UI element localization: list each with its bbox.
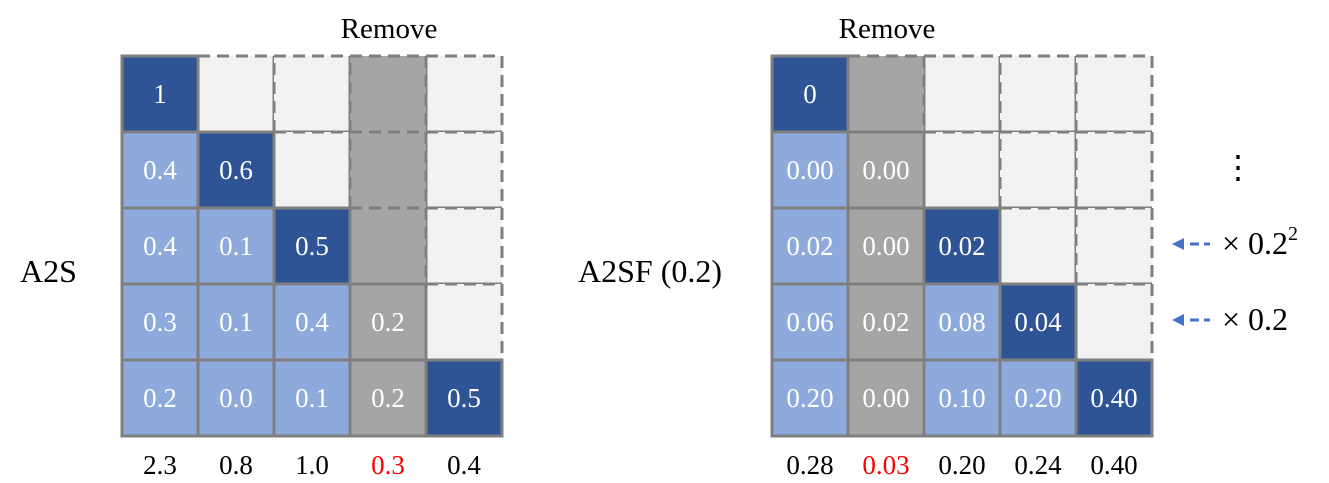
cell-value: 0.1 bbox=[295, 383, 329, 413]
left-row-label: A2S bbox=[20, 253, 77, 289]
cell-value: 0.02 bbox=[862, 307, 909, 337]
column-sum-removed: 0.03 bbox=[862, 450, 909, 480]
cell-value: 0.1 bbox=[219, 307, 253, 337]
cell-value: 0.3 bbox=[143, 307, 177, 337]
removed-cell bbox=[846, 282, 926, 362]
cell-value: 0.04 bbox=[1014, 307, 1062, 337]
left-matrix: 1 0.4 0.6 0.4 0.1 0.5 0.3 0.1 0.4 0.2 0.2 0.0 0.1 0.2… bbox=[120, 54, 504, 438]
cell-value: 1 bbox=[153, 79, 167, 109]
cell-value: 0.0 bbox=[219, 383, 253, 413]
empty-cell bbox=[922, 54, 1002, 134]
score-cell bbox=[196, 282, 276, 362]
left-column-sums: 2.3 0.8 1.0 0.3 0.4 bbox=[143, 450, 481, 480]
right-row-label: A2SF (0.2) bbox=[578, 253, 722, 289]
cell-value: 0.4 bbox=[143, 231, 177, 261]
column-sum: 0.8 bbox=[219, 450, 253, 480]
cell-value: 0.00 bbox=[786, 155, 833, 185]
cell-value: 0.10 bbox=[938, 383, 985, 413]
removed-cell bbox=[348, 358, 428, 438]
empty-cell bbox=[998, 54, 1078, 134]
empty-cell bbox=[424, 54, 504, 134]
empty-cell bbox=[922, 130, 1002, 210]
cell-value: 0.40 bbox=[1090, 383, 1137, 413]
empty-cell bbox=[1074, 206, 1154, 286]
empty-cell bbox=[196, 54, 276, 134]
score-cell bbox=[770, 130, 850, 210]
empty-cell bbox=[1074, 282, 1154, 362]
empty-cell bbox=[424, 130, 504, 210]
cell-value: 0.20 bbox=[1014, 383, 1061, 413]
removed-column-upper bbox=[846, 54, 926, 134]
cell-value: 0.02 bbox=[786, 231, 833, 261]
score-cell bbox=[998, 358, 1078, 438]
empty-cell bbox=[424, 206, 504, 286]
cell-value: 0.5 bbox=[447, 383, 481, 413]
arrow-head-icon bbox=[1172, 314, 1184, 326]
cell-value: 0.00 bbox=[862, 383, 909, 413]
score-cell bbox=[770, 282, 850, 362]
empty-cell bbox=[1074, 54, 1154, 134]
removed-cell bbox=[846, 358, 926, 438]
cell-value: 0.2 bbox=[143, 383, 177, 413]
cell-value: 0.4 bbox=[295, 307, 329, 337]
column-sum: 1.0 bbox=[295, 450, 329, 480]
left-remove-label: Remove bbox=[341, 13, 438, 45]
empty-cell bbox=[272, 130, 352, 210]
diagonal-cell bbox=[272, 206, 352, 286]
removed-cell bbox=[846, 206, 926, 286]
empty-cell bbox=[998, 206, 1078, 286]
cell-value: 0.4 bbox=[143, 155, 177, 185]
empty-cell bbox=[272, 54, 352, 134]
decay-factor-squared: × 0.22 bbox=[1222, 223, 1298, 261]
cell-value: 0.06 bbox=[786, 307, 833, 337]
decay-arrow: × 0.2 bbox=[1172, 301, 1288, 337]
cell-value: 0.00 bbox=[862, 155, 909, 185]
empty-cell bbox=[424, 282, 504, 362]
vertical-ellipsis: ⋮ bbox=[1222, 149, 1254, 185]
cell-value: 0.2 bbox=[371, 383, 405, 413]
column-sum: 0.28 bbox=[786, 450, 833, 480]
diagonal-cell bbox=[424, 358, 504, 438]
empty-cell bbox=[998, 130, 1078, 210]
decay-factor: × 0.2 bbox=[1222, 301, 1288, 337]
right-column-sums: 0.28 0.03 0.20 0.24 0.40 bbox=[786, 450, 1137, 480]
score-cell bbox=[922, 358, 1002, 438]
empty-cell bbox=[1074, 130, 1154, 210]
cell-value: 0.20 bbox=[786, 383, 833, 413]
cell-value: 0.6 bbox=[219, 155, 253, 185]
decay-arrow-squared: × 0.22 bbox=[1172, 223, 1298, 261]
right-remove-label: Remove bbox=[839, 13, 936, 45]
diagonal-cell bbox=[770, 54, 850, 134]
removed-column-upper bbox=[348, 54, 428, 286]
column-sum: 2.3 bbox=[143, 450, 177, 480]
column-sum-removed: 0.3 bbox=[371, 450, 405, 480]
cell-value: 0.02 bbox=[938, 231, 985, 261]
removed-cell bbox=[348, 282, 428, 362]
column-sum: 0.4 bbox=[447, 450, 481, 480]
column-sum: 0.24 bbox=[1014, 450, 1062, 480]
column-sum: 0.40 bbox=[1090, 450, 1137, 480]
score-cell bbox=[770, 358, 850, 438]
diagonal-cell bbox=[1074, 358, 1154, 438]
cell-value: 0.00 bbox=[862, 231, 909, 261]
right-matrix: 0 0.00 0.00 0.02 0.00 0.02 0.06 0.02 0.08 0.04 0.2… bbox=[770, 54, 1154, 438]
cell-value: 0 bbox=[803, 79, 817, 109]
cell-value: 0.5 bbox=[295, 231, 329, 261]
score-cell bbox=[196, 358, 276, 438]
column-sum: 0.20 bbox=[938, 450, 985, 480]
score-cell bbox=[272, 358, 352, 438]
cell-value: 0.08 bbox=[938, 307, 985, 337]
cell-value: 0.1 bbox=[219, 231, 253, 261]
cell-value: 0.2 bbox=[371, 307, 405, 337]
arrow-head-icon bbox=[1172, 238, 1184, 250]
